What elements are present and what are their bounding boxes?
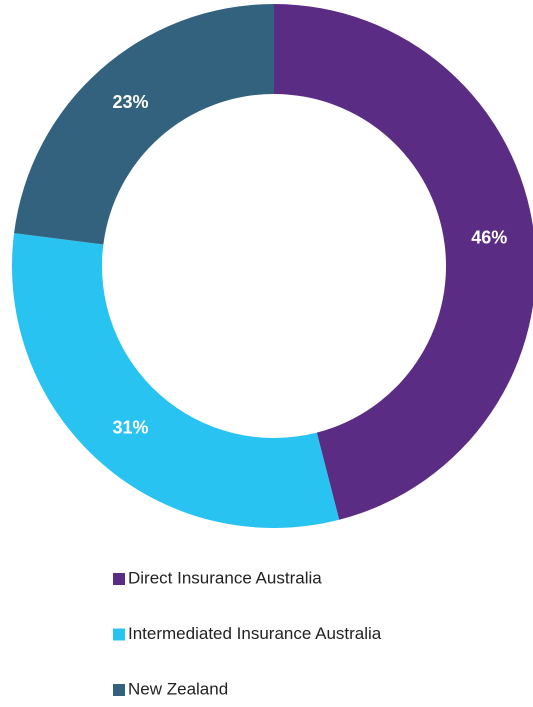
legend-swatch	[113, 684, 125, 696]
legend-label: New Zealand	[128, 679, 228, 698]
donut-slice	[11, 233, 340, 528]
legend-label: Direct Insurance Australia	[128, 568, 322, 587]
data-label: 31%	[112, 418, 148, 438]
data-label: 23%	[112, 92, 148, 112]
data-label: 46%	[471, 228, 507, 248]
donut-slice	[14, 4, 274, 245]
legend-swatch	[113, 573, 125, 585]
legend-swatch	[113, 628, 125, 641]
donut-slice	[274, 4, 533, 520]
legend-label: Intermediated Insurance Australia	[128, 624, 382, 643]
